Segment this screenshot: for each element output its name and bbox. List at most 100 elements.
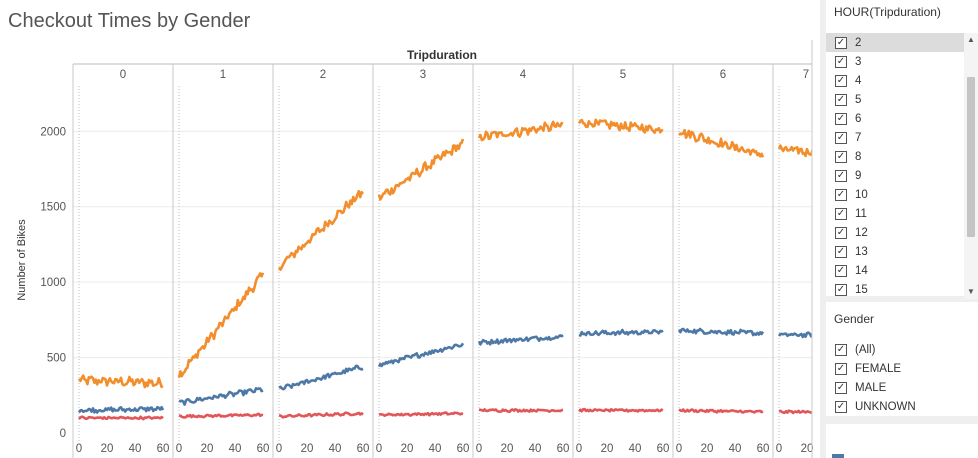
series-line-0-panel-4 xyxy=(477,120,564,142)
hour-filter-item-13[interactable]: ✓ 13 xyxy=(826,242,978,261)
x-tick-label: 0 xyxy=(776,443,782,455)
series-line-0-panel-6 xyxy=(678,128,765,158)
x-tick-label: 40 xyxy=(529,443,542,455)
checkbox-checked-icon[interactable]: ✓ xyxy=(835,226,847,239)
panel-header-label: 4 xyxy=(520,69,527,81)
filter-item-label: 6 xyxy=(855,112,862,125)
panel-header-label: 7 xyxy=(803,69,809,81)
hour-filter-item-3[interactable]: ✓ 3 xyxy=(826,52,978,71)
panel-header-label: 3 xyxy=(420,69,426,81)
x-tick-label: 60 xyxy=(557,443,570,455)
hour-filter-item-2[interactable]: ✓ 2 xyxy=(826,33,978,52)
series-line-1-panel-4 xyxy=(477,334,564,346)
hour-filter-item-15[interactable]: ✓ 15 xyxy=(826,280,978,299)
checkbox-checked-icon[interactable]: ✓ xyxy=(835,362,847,375)
checkbox-checked-icon[interactable]: ✓ xyxy=(835,343,847,356)
series-line-2-panel-5 xyxy=(577,407,664,413)
hour-scrollbar[interactable]: ▲ ▼ xyxy=(964,33,978,299)
checkbox-checked-icon[interactable]: ✓ xyxy=(835,188,847,201)
checkbox-checked-icon[interactable]: ✓ xyxy=(835,150,847,163)
gender-filter-title: Gender xyxy=(834,312,875,326)
scroll-down-arrow-icon[interactable]: ▼ xyxy=(967,287,975,296)
checkbox-checked-icon[interactable]: ✓ xyxy=(835,245,847,258)
hour-filter-item-7[interactable]: ✓ 7 xyxy=(826,128,978,147)
x-tick-label: 20 xyxy=(201,443,214,455)
checkbox-checked-icon[interactable]: ✓ xyxy=(835,400,847,413)
filter-item-label: (All) xyxy=(855,343,876,356)
series-line-1-panel-7 xyxy=(777,331,812,339)
hour-filter-item-5[interactable]: ✓ 5 xyxy=(826,90,978,109)
filter-item-label: FEMALE xyxy=(855,362,902,375)
checkbox-checked-icon[interactable]: ✓ xyxy=(835,55,847,68)
x-tick-label: 20 xyxy=(301,443,314,455)
checkbox-checked-icon[interactable]: ✓ xyxy=(835,74,847,87)
hour-filter-item-6[interactable]: ✓ 6 xyxy=(826,109,978,128)
checkbox-checked-icon[interactable]: ✓ xyxy=(835,283,847,296)
x-tick-label: 60 xyxy=(357,443,370,455)
scroll-up-arrow-icon[interactable]: ▲ xyxy=(967,35,975,44)
series-line-0-panel-1 xyxy=(177,272,265,378)
x-tick-label: 0 xyxy=(376,443,382,455)
series-line-1-panel-1 xyxy=(178,387,264,406)
checkbox-checked-icon[interactable]: ✓ xyxy=(835,381,847,394)
filter-item-label: 11 xyxy=(855,207,867,220)
series-line-1-panel-6 xyxy=(677,327,765,337)
series-line-2-panel-7 xyxy=(778,409,812,415)
x-tick-label: 20 xyxy=(401,443,414,455)
series-line-2-panel-2 xyxy=(279,411,364,419)
series-line-0-panel-7 xyxy=(777,144,812,158)
hour-filter-item-10[interactable]: ✓ 10 xyxy=(826,185,978,204)
gender-filter-item-male[interactable]: ✓ MALE xyxy=(826,378,978,397)
y-tick-label: 2000 xyxy=(40,126,66,138)
filter-item-label: 15 xyxy=(855,283,868,296)
hour-filter-item-11[interactable]: ✓ 11 xyxy=(826,204,978,223)
hour-filter-item-14[interactable]: ✓ 14 xyxy=(826,261,978,280)
x-tick-label: 60 xyxy=(457,443,470,455)
gender-filter-list: ✓ (All) ✓ FEMALE ✓ MALE ✓ UNKNOWN xyxy=(826,340,978,416)
checkbox-checked-icon[interactable]: ✓ xyxy=(835,207,847,220)
x-tick-label: 0 xyxy=(76,443,82,455)
hour-filter-item-12[interactable]: ✓ 12 xyxy=(826,223,978,242)
x-tick-label: 0 xyxy=(176,443,182,455)
filter-item-label: UNKNOWN xyxy=(855,400,916,413)
panel-header-label: 0 xyxy=(120,69,126,81)
hour-filter-item-9[interactable]: ✓ 9 xyxy=(826,166,978,185)
series-line-2-panel-6 xyxy=(678,408,764,414)
hour-filter-item-8[interactable]: ✓ 8 xyxy=(826,147,978,166)
gender-filter-item-all[interactable]: ✓ (All) xyxy=(826,340,978,359)
filter-item-label: 7 xyxy=(855,131,862,144)
gender-filter-item-unknown[interactable]: ✓ UNKNOWN xyxy=(826,397,978,416)
x-tick-label: 40 xyxy=(229,443,242,455)
x-tick-label: 20 xyxy=(801,443,814,455)
series-line-0-panel-0 xyxy=(77,374,164,389)
series-line-0-panel-5 xyxy=(577,118,664,134)
series-line-1-panel-3 xyxy=(377,342,465,368)
checkbox-checked-icon[interactable]: ✓ xyxy=(835,93,847,106)
x-tick-label: 60 xyxy=(257,443,270,455)
x-tick-label: 0 xyxy=(676,443,682,455)
filter-item-label: 8 xyxy=(855,150,862,163)
scroll-thumb[interactable] xyxy=(967,77,975,237)
gender-filter-item-female[interactable]: ✓ FEMALE xyxy=(826,359,978,378)
series-line-2-panel-0 xyxy=(78,415,164,421)
filter-item-label: 2 xyxy=(855,36,862,49)
hour-filter-item-4[interactable]: ✓ 4 xyxy=(826,71,978,90)
x-tick-label: 40 xyxy=(429,443,442,455)
checkbox-checked-icon[interactable]: ✓ xyxy=(835,131,847,144)
checkbox-checked-icon[interactable]: ✓ xyxy=(835,112,847,125)
checkbox-checked-icon[interactable]: ✓ xyxy=(835,169,847,182)
hour-filter-card: HOUR(Tripduration) ✓ 2 ✓ 3 ✓ 4 ✓ 5 ✓ 6 ✓ 7 ✓ 8 ✓ 9 ✓ 10 ✓ 1… xyxy=(826,0,978,299)
x-tick-label: 20 xyxy=(501,443,514,455)
x-tick-label: 0 xyxy=(476,443,482,455)
series-line-0-panel-3 xyxy=(377,138,465,201)
series-line-1-panel-5 xyxy=(578,328,664,337)
hour-filter-title: HOUR(Tripduration) xyxy=(834,5,941,19)
panel-header-label: 5 xyxy=(620,69,626,81)
x-tick-label: 20 xyxy=(601,443,614,455)
checkbox-checked-icon[interactable]: ✓ xyxy=(835,36,847,49)
x-tick-label: 60 xyxy=(157,443,170,455)
checkbox-checked-icon[interactable]: ✓ xyxy=(835,264,847,277)
panel-header-label: 1 xyxy=(220,69,226,81)
hour-filter-list: ✓ 2 ✓ 3 ✓ 4 ✓ 5 ✓ 6 ✓ 7 ✓ 8 ✓ 9 ✓ 10 ✓ 11 ✓ 12 ✓ 13 ✓ 14 ✓ 15 ▲ ▼ xyxy=(826,33,978,299)
